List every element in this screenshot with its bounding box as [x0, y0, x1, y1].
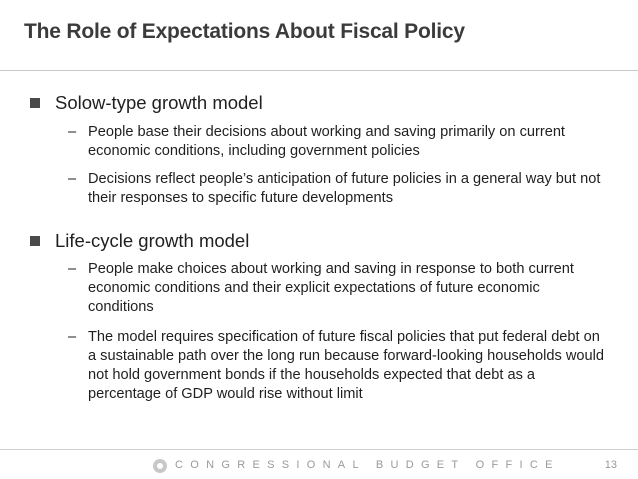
- dash-marker: –: [68, 124, 77, 140]
- square-bullet-icon: [30, 98, 40, 108]
- sub-point: – People make choices about working and …: [68, 260, 608, 317]
- dash-marker: –: [68, 171, 77, 187]
- bullet-heading: Life-cycle growth model: [55, 230, 250, 251]
- dash-marker: –: [68, 329, 77, 345]
- sub-point-text: People base their decisions about workin…: [88, 124, 565, 159]
- square-bullet-icon: [30, 236, 40, 246]
- dash-marker: –: [68, 261, 77, 277]
- footer: CONGRESSIONAL BUDGET OFFICE 13: [0, 458, 638, 474]
- organization-name: CONGRESSIONAL BUDGET OFFICE: [175, 459, 560, 471]
- bullet-solow: Solow-type growth model: [30, 92, 263, 114]
- sub-point-text: Decisions reflect people’s anticipation …: [88, 171, 601, 206]
- page-number: 13: [604, 459, 617, 471]
- sub-point: – The model requires specification of fu…: [68, 328, 608, 404]
- sub-point-text: People make choices about working and sa…: [88, 261, 574, 315]
- sub-point: – Decisions reflect people’s anticipatio…: [68, 170, 608, 208]
- bullet-heading: Solow-type growth model: [55, 92, 263, 113]
- sub-point-text: The model requires specification of futu…: [88, 329, 604, 402]
- bullet-life-cycle: Life-cycle growth model: [30, 230, 249, 252]
- sub-point: – People base their decisions about work…: [68, 123, 608, 161]
- footer-divider: [0, 449, 638, 450]
- cbo-logo-icon: [153, 459, 167, 473]
- title-divider: [0, 70, 638, 71]
- slide-title: The Role of Expectations About Fiscal Po…: [24, 20, 465, 43]
